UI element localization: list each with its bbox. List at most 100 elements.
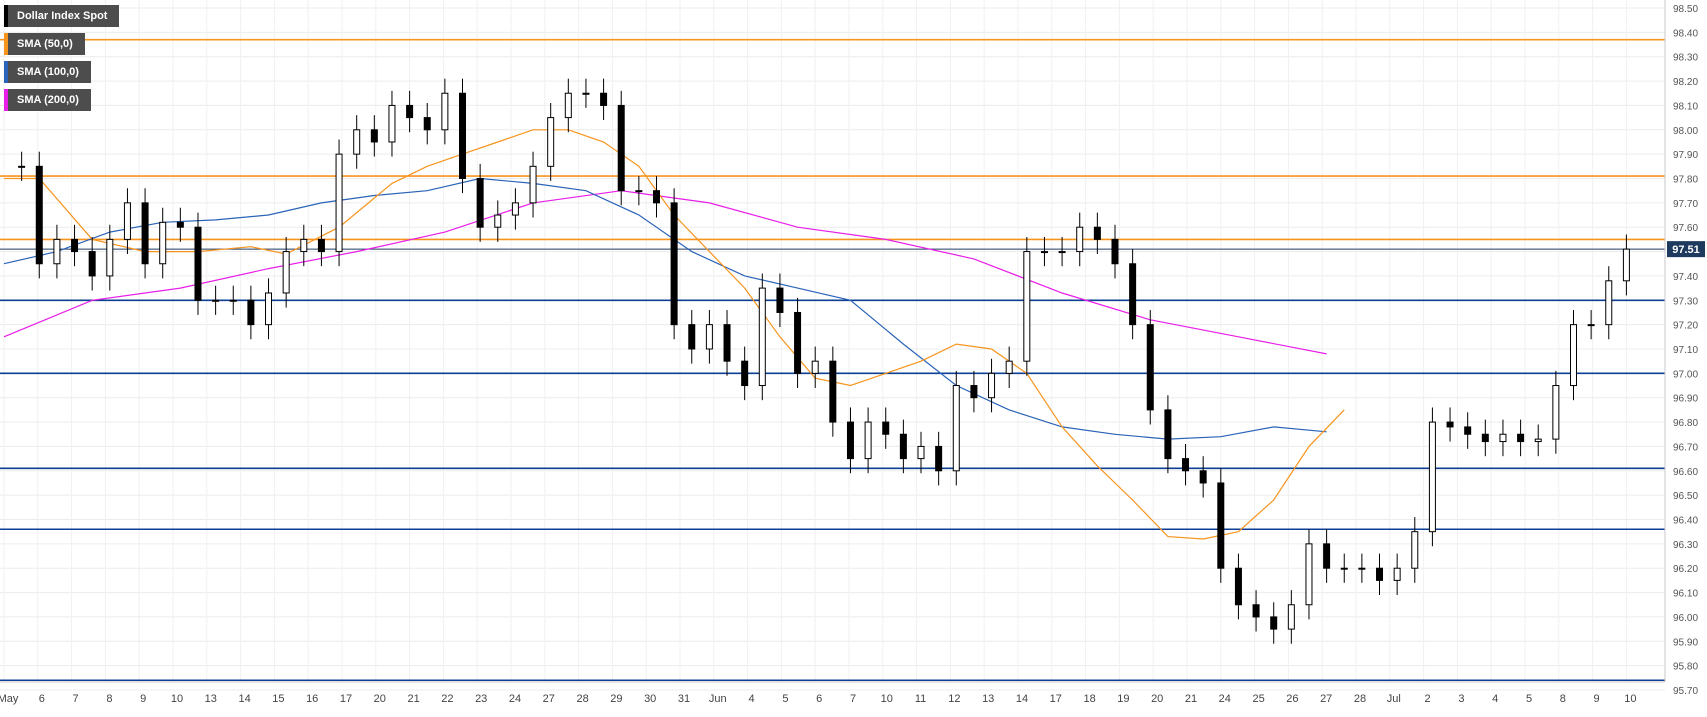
candle-down: [423, 117, 431, 131]
candle-down: [829, 360, 837, 423]
current-price-tag: 97.51: [1667, 241, 1705, 258]
y-tick-label: 97.40: [1673, 272, 1698, 283]
x-tick-label: 23: [475, 693, 487, 705]
candle-up: [300, 238, 308, 253]
candle-down: [1376, 567, 1384, 581]
legend-sma100[interactable]: SMA (100,0): [4, 61, 91, 83]
sma50-line: [4, 129, 1345, 540]
x-tick-label: 19: [1117, 693, 1129, 705]
x-tick-label: 5: [782, 693, 788, 705]
support-resistance-levels: [0, 38, 1665, 682]
y-tick-label: 96.30: [1673, 540, 1698, 551]
candle-down: [776, 287, 784, 313]
candle-down: [970, 385, 978, 399]
candle-up: [1023, 251, 1031, 362]
y-tick-label: 97.20: [1673, 321, 1698, 332]
x-tick-label: 16: [306, 693, 318, 705]
x-tick-label: 24: [509, 693, 521, 705]
sma-lines: [3, 129, 1345, 540]
legend-sma200-label: SMA (200,0): [17, 94, 79, 106]
candle-up: [494, 214, 502, 228]
candle-up: [952, 385, 960, 472]
candle-up: [582, 92, 590, 95]
x-tick-label: 6: [39, 693, 45, 705]
candle-down: [935, 445, 943, 472]
legend-main-swatch: [4, 5, 8, 27]
x-tick-label: 28: [1354, 693, 1366, 705]
candle-down: [1252, 604, 1260, 618]
legend-main-label: Dollar Index Spot: [17, 10, 108, 22]
candle-up: [1605, 280, 1613, 326]
candle-up: [1534, 438, 1542, 443]
price-tag-label: 97.51: [1672, 244, 1700, 256]
candle-up: [917, 445, 925, 460]
price-tag-box: [1667, 241, 1705, 258]
x-tick-label: 9: [140, 693, 146, 705]
candle-up: [1076, 226, 1084, 253]
y-tick-label: 98.40: [1673, 28, 1698, 39]
y-tick-label: 96.50: [1673, 491, 1698, 502]
x-tick-label: 8: [106, 693, 112, 705]
candle-down: [1217, 482, 1225, 569]
candle-up: [564, 92, 572, 119]
x-tick-label: 17: [340, 693, 352, 705]
candle-up: [1058, 251, 1066, 254]
y-tick-label: 96.80: [1673, 418, 1698, 429]
x-tick-label: 27: [1320, 693, 1332, 705]
x-tick-label: 13: [205, 693, 217, 705]
candle-down: [1323, 543, 1331, 569]
candle-up: [988, 372, 996, 399]
candle-down: [1234, 567, 1242, 606]
candle-down: [723, 324, 731, 362]
legend-sma50-label: SMA (50,0): [17, 38, 73, 50]
x-tick-label: 22: [441, 693, 453, 705]
x-tick-label: 12: [948, 693, 960, 705]
y-tick-label: 98.00: [1673, 126, 1698, 137]
candle-up: [1005, 360, 1013, 374]
candle-up: [441, 92, 449, 131]
candle-down: [194, 226, 202, 301]
x-tick-label: 26: [1286, 693, 1298, 705]
y-tick-label: 98.30: [1673, 53, 1698, 64]
x-tick-label: 4: [1492, 693, 1498, 705]
y-tick-label: 95.90: [1673, 637, 1698, 648]
candle-down: [1446, 421, 1454, 428]
candle-up: [229, 299, 237, 302]
candle-down: [741, 360, 749, 387]
y-axis-ticks: 98.50 98.40 98.30 98.20 98.10 98.00 97.90 97.80…: [1673, 4, 1698, 697]
legend-sma100-swatch: [4, 61, 8, 83]
candle-up: [1552, 385, 1560, 440]
candle-down: [1093, 226, 1101, 240]
candle-up: [388, 104, 396, 143]
x-tick-label: 10: [1624, 693, 1636, 705]
legend-sma200[interactable]: SMA (200,0): [4, 89, 91, 111]
legend-sma50[interactable]: SMA (50,0): [4, 33, 85, 55]
candle-down: [1481, 433, 1489, 443]
y-tick-label: 97.70: [1673, 199, 1698, 210]
candle-up: [1428, 421, 1436, 533]
candle-up: [1411, 531, 1419, 569]
candle-down: [1517, 433, 1525, 443]
candle-up: [18, 165, 26, 168]
legend-main[interactable]: Dollar Index Spot: [4, 5, 120, 27]
x-tick-label: 3: [1458, 693, 1464, 705]
sma100-line: [3, 177, 1327, 440]
candle-down: [459, 92, 467, 179]
candle-up: [1569, 324, 1577, 387]
x-tick-label: 25: [1252, 693, 1264, 705]
legend-sma100-label: SMA (100,0): [17, 66, 79, 78]
x-tick-label: Jun: [709, 693, 727, 705]
y-tick-label: 97.10: [1673, 345, 1698, 356]
x-tick-label: 14: [238, 693, 250, 705]
candle-up: [159, 221, 167, 265]
candle-up: [1587, 324, 1595, 327]
y-tick-label: 96.60: [1673, 467, 1698, 478]
vertical-grid: [3, 0, 1627, 682]
y-tick-label: 96.70: [1673, 442, 1698, 453]
candle-down: [670, 202, 678, 326]
candle-down: [794, 311, 802, 374]
y-tick-label: 98.20: [1673, 77, 1698, 88]
candle-down: [141, 202, 149, 265]
